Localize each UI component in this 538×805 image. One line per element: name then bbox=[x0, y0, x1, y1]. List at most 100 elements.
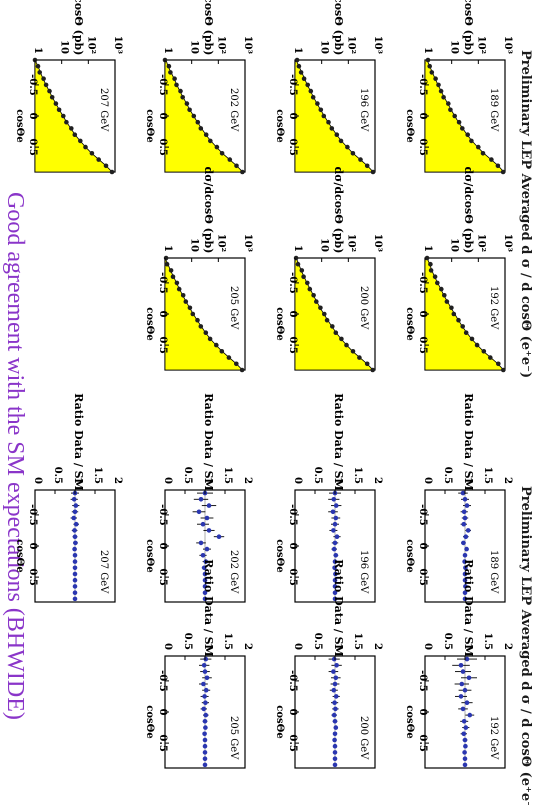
value-tick-label: 0 bbox=[422, 643, 433, 650]
data-point bbox=[203, 559, 209, 564]
cos-tick-label: -0.5 bbox=[417, 504, 428, 526]
data-point bbox=[358, 157, 363, 162]
data-point bbox=[333, 553, 339, 558]
panel-ratio-205: 0 0.5 1 1.5 2 -0.5 0 0.5 Ratio Data / SM cosΘe 205… bbox=[144, 559, 253, 769]
value-tick-label: 10 bbox=[59, 40, 70, 54]
data-point bbox=[201, 565, 207, 571]
value-tick-label: 0.5 bbox=[312, 633, 323, 650]
cos-tick-label: -0.5 bbox=[157, 504, 168, 526]
data-point bbox=[370, 169, 376, 175]
data-point bbox=[488, 355, 493, 360]
data-point bbox=[462, 553, 468, 558]
value-tick-label: 1.5 bbox=[482, 467, 493, 484]
data-point bbox=[56, 107, 62, 113]
data-point bbox=[332, 762, 338, 768]
data-point bbox=[333, 515, 339, 521]
data-point bbox=[480, 151, 486, 156]
data-point bbox=[461, 521, 467, 527]
cos-tick-label: 0.5 bbox=[157, 138, 168, 155]
value-tick-label: 1 bbox=[292, 47, 303, 54]
data-point bbox=[461, 540, 466, 546]
energy-label: 189 GeV bbox=[488, 88, 499, 132]
data-point bbox=[202, 596, 208, 602]
data-point bbox=[449, 305, 454, 311]
value-tick-label: 1.5 bbox=[352, 467, 363, 484]
panel-xs-207: 1 10 10² 10³ -0.5 0 0.5 dσ/dcosΘ (pb) cosΘe 207 G… bbox=[14, 0, 123, 175]
value-axis-label: Ratio Data / SM bbox=[202, 393, 215, 491]
value-tick-label: 1.5 bbox=[92, 467, 103, 484]
data-point bbox=[429, 70, 435, 75]
data-point bbox=[200, 553, 206, 558]
data-point bbox=[163, 255, 169, 261]
cos-axis-label: cosΘe bbox=[144, 109, 155, 142]
data-point bbox=[334, 534, 340, 539]
data-point bbox=[201, 706, 207, 712]
data-point bbox=[72, 534, 78, 539]
data-point bbox=[331, 546, 337, 552]
energy-label: 192 GeV bbox=[488, 286, 499, 330]
cos-tick-label: -0.5 bbox=[417, 670, 428, 692]
data-point bbox=[305, 280, 310, 286]
data-point bbox=[333, 503, 339, 508]
panel-xs-205: 1 10 10² 10³ -0.5 0 0.5 dσ/dcosΘ (pb) cosΘe 205 G… bbox=[144, 167, 253, 373]
value-tick-label: 10² bbox=[215, 234, 226, 252]
data-point bbox=[72, 132, 78, 137]
data-point bbox=[439, 286, 444, 292]
panel-ratio-192: 0 0.5 1 1.5 2 -0.5 0 0.5 Ratio Data / SM cosΘe 192… bbox=[404, 559, 513, 769]
data-point bbox=[202, 571, 208, 577]
data-point bbox=[234, 163, 239, 169]
data-point bbox=[83, 144, 88, 150]
data-point bbox=[461, 731, 467, 737]
footer-text: Good agreement with the SM expectations … bbox=[2, 192, 28, 720]
data-point bbox=[332, 731, 338, 737]
data-point bbox=[203, 656, 209, 662]
value-axis-label: Ratio Data / SM bbox=[72, 393, 85, 491]
value-axis-label: dσ/dcosΘ (pb) bbox=[332, 167, 345, 254]
data-point bbox=[462, 590, 468, 595]
cos-tick-label: -0.5 bbox=[287, 670, 298, 692]
data-point bbox=[168, 268, 174, 273]
data-point bbox=[463, 534, 469, 539]
cos-tick-label: -0.5 bbox=[27, 504, 38, 526]
value-tick-label: 1 bbox=[422, 245, 433, 252]
data-point bbox=[460, 669, 466, 674]
data-point bbox=[227, 157, 233, 162]
data-point bbox=[332, 590, 338, 595]
data-point bbox=[428, 268, 434, 273]
data-point bbox=[72, 596, 78, 602]
data-point bbox=[206, 528, 212, 533]
energy-label: 205 GeV bbox=[228, 286, 239, 330]
data-point bbox=[464, 546, 469, 552]
data-point bbox=[72, 584, 78, 589]
data-point bbox=[240, 169, 245, 175]
cos-axis-label: cosΘe bbox=[14, 539, 25, 572]
value-tick-label: 1 bbox=[332, 643, 343, 650]
data-point bbox=[293, 255, 299, 261]
data-point bbox=[308, 88, 314, 94]
data-point bbox=[72, 509, 78, 515]
data-point bbox=[318, 305, 323, 311]
panel-xs-200: 1 10 10² 10³ -0.5 0 0.5 dσ/dcosΘ (pb) cosΘe 200 G… bbox=[274, 167, 383, 373]
cos-tick-label: -0.5 bbox=[157, 272, 168, 294]
data-point bbox=[463, 743, 468, 749]
data-point bbox=[311, 293, 316, 298]
cos-tick-label: 0 bbox=[417, 311, 428, 318]
data-point bbox=[427, 63, 433, 69]
data-point bbox=[332, 540, 338, 546]
data-point bbox=[202, 762, 208, 768]
value-tick-label: 1.5 bbox=[222, 633, 233, 650]
data-point bbox=[172, 76, 177, 81]
data-point bbox=[174, 82, 179, 88]
data-point bbox=[332, 565, 337, 571]
data-point bbox=[198, 126, 204, 131]
cos-tick-label: 0 bbox=[157, 709, 168, 716]
cos-tick-label: 0 bbox=[417, 709, 428, 716]
data-point bbox=[438, 88, 444, 94]
value-tick-label: 1 bbox=[462, 643, 473, 650]
data-point bbox=[61, 113, 66, 119]
data-point bbox=[298, 70, 304, 75]
value-axis-label: Ratio Data / SM bbox=[462, 559, 475, 657]
data-point bbox=[433, 76, 438, 81]
value-tick-label: 0 bbox=[162, 643, 173, 650]
data-point bbox=[187, 107, 192, 113]
